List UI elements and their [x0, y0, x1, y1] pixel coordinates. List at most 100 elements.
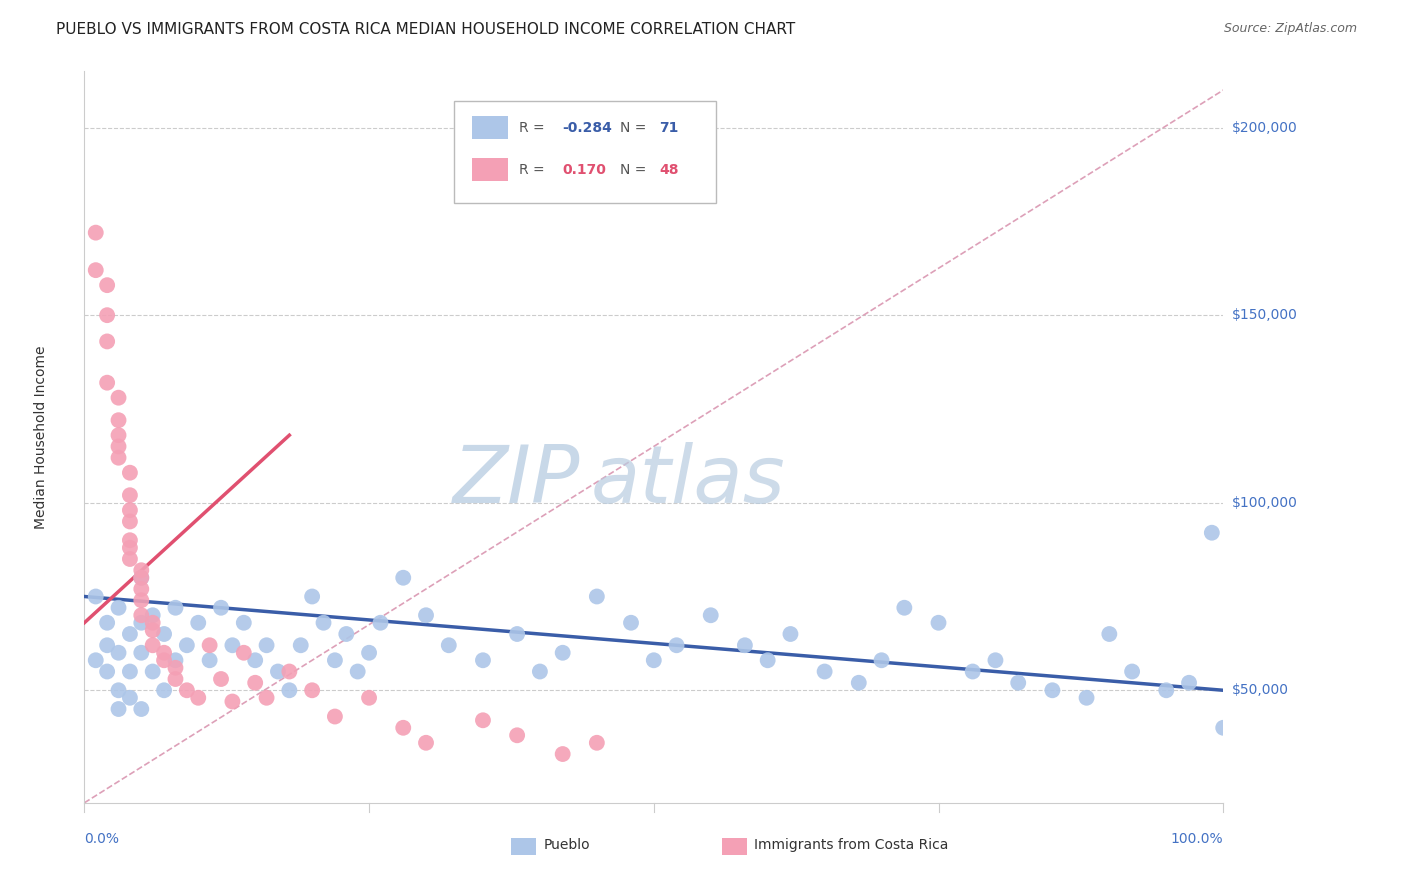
Text: Source: ZipAtlas.com: Source: ZipAtlas.com: [1223, 22, 1357, 36]
Point: [346, 665, 368, 679]
Text: 0.0%: 0.0%: [84, 832, 120, 846]
Point: [267, 665, 290, 679]
Point: [118, 665, 141, 679]
Point: [1121, 665, 1143, 679]
Point: [176, 638, 198, 652]
Point: [665, 638, 688, 652]
Point: [1156, 683, 1178, 698]
Point: [278, 683, 301, 698]
Point: [96, 278, 118, 293]
Point: [153, 683, 176, 698]
Point: [551, 646, 574, 660]
Point: [142, 608, 165, 623]
Point: [779, 627, 801, 641]
Point: [1007, 675, 1029, 690]
Point: [1201, 525, 1223, 540]
Point: [1098, 627, 1121, 641]
Point: [142, 638, 165, 652]
Point: [232, 615, 254, 630]
Point: [359, 690, 381, 705]
Point: [153, 653, 176, 667]
Bar: [471, 116, 508, 139]
Text: R =: R =: [519, 163, 550, 178]
Point: [700, 608, 723, 623]
Point: [301, 590, 323, 604]
Point: [118, 466, 141, 480]
Point: [221, 638, 243, 652]
Point: [529, 665, 551, 679]
Text: $100,000: $100,000: [1232, 496, 1298, 509]
FancyBboxPatch shape: [454, 101, 717, 203]
Point: [131, 571, 153, 585]
Point: [370, 615, 392, 630]
Point: [96, 665, 118, 679]
Point: [323, 709, 346, 723]
Text: R =: R =: [519, 120, 550, 135]
Point: [107, 440, 129, 454]
Point: [84, 653, 107, 667]
Text: 48: 48: [659, 163, 679, 178]
Point: [312, 615, 335, 630]
Point: [415, 736, 437, 750]
Point: [586, 590, 609, 604]
Point: [107, 450, 129, 465]
Point: [131, 608, 153, 623]
Point: [118, 533, 141, 548]
Point: [165, 661, 187, 675]
Text: -0.284: -0.284: [562, 120, 613, 135]
Point: [323, 653, 346, 667]
Point: [221, 694, 243, 708]
Point: [84, 263, 107, 277]
Bar: [512, 838, 537, 855]
Point: [131, 702, 153, 716]
Point: [165, 600, 187, 615]
Bar: [471, 158, 508, 181]
Text: $50,000: $50,000: [1232, 683, 1288, 698]
Point: [506, 627, 529, 641]
Point: [198, 638, 221, 652]
Point: [506, 728, 529, 742]
Bar: [723, 838, 747, 855]
Point: [848, 675, 870, 690]
Point: [84, 226, 107, 240]
Point: [118, 627, 141, 641]
Point: [118, 515, 141, 529]
Point: [107, 600, 129, 615]
Point: [131, 615, 153, 630]
Point: [142, 615, 165, 630]
Point: [84, 590, 107, 604]
Point: [620, 615, 643, 630]
Point: [198, 653, 221, 667]
Point: [256, 690, 278, 705]
Point: [107, 646, 129, 660]
Point: [893, 600, 915, 615]
Point: [107, 428, 129, 442]
Point: [96, 376, 118, 390]
Point: [359, 646, 381, 660]
Point: [131, 582, 153, 596]
Point: [209, 600, 232, 615]
Point: [96, 638, 118, 652]
Point: [643, 653, 665, 667]
Point: [415, 608, 437, 623]
Text: $150,000: $150,000: [1232, 308, 1298, 322]
Point: [118, 488, 141, 502]
Text: atlas: atlas: [591, 442, 786, 520]
Text: ZIP: ZIP: [453, 442, 579, 520]
Text: N =: N =: [620, 120, 651, 135]
Point: [586, 736, 609, 750]
Point: [165, 672, 187, 686]
Point: [131, 563, 153, 577]
Point: [107, 413, 129, 427]
Point: [232, 646, 254, 660]
Point: [814, 665, 837, 679]
Point: [472, 713, 495, 727]
Point: [131, 593, 153, 607]
Point: [301, 683, 323, 698]
Point: [131, 571, 153, 585]
Point: [165, 653, 187, 667]
Point: [1042, 683, 1064, 698]
Point: [142, 624, 165, 638]
Point: [734, 638, 756, 652]
Text: Median Household Income: Median Household Income: [34, 345, 48, 529]
